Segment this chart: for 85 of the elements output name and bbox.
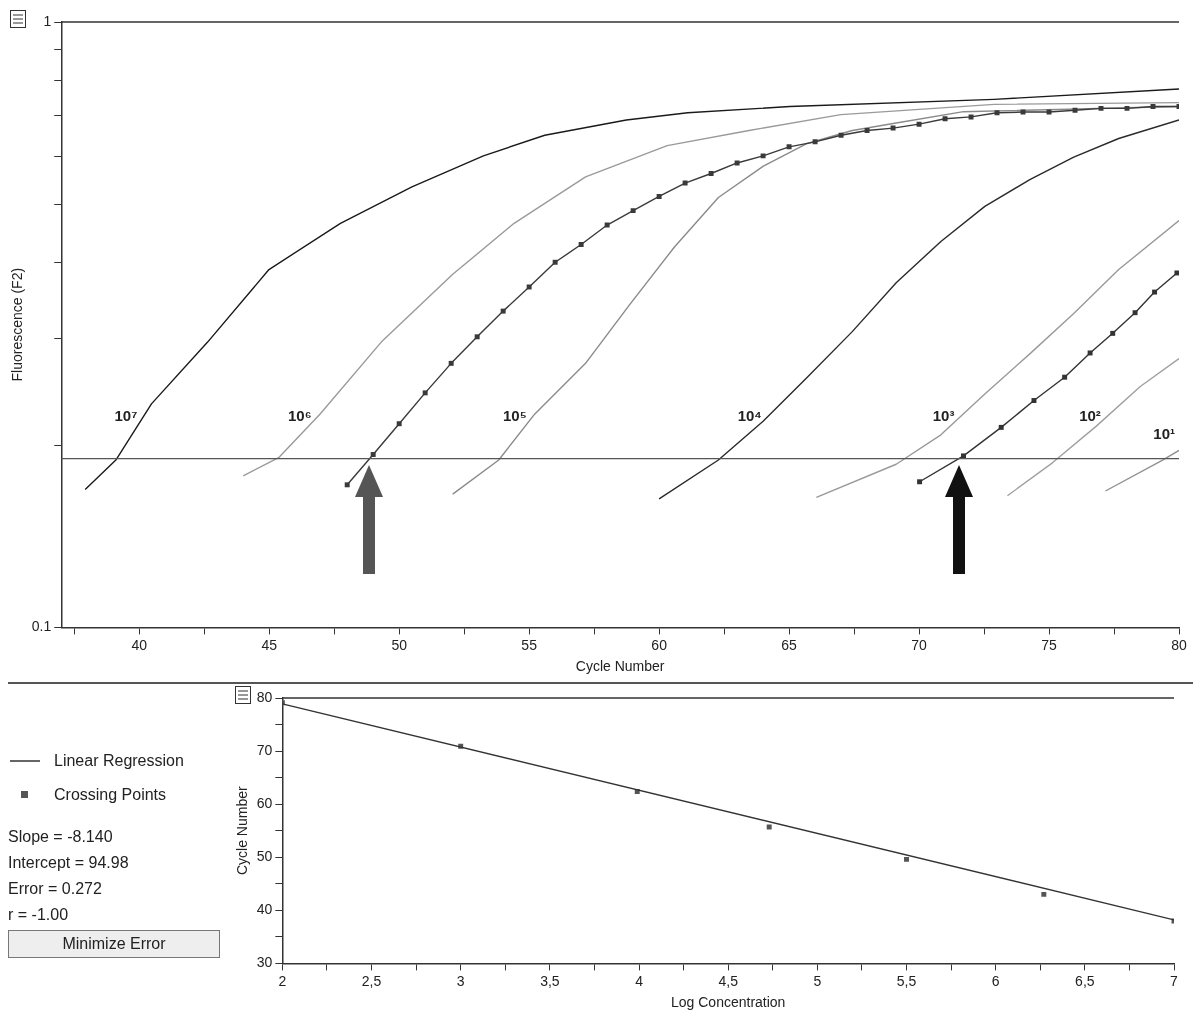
series-label: 10¹ bbox=[1153, 424, 1175, 442]
point bbox=[448, 360, 454, 366]
x-tick-label: 3,5 bbox=[540, 972, 560, 989]
point bbox=[422, 390, 428, 396]
text: Intercept = 94.98 bbox=[8, 853, 130, 873]
point bbox=[734, 160, 740, 166]
point bbox=[682, 180, 688, 186]
legend-label: Linear Regression bbox=[54, 752, 184, 770]
text: Minimize Error bbox=[8, 930, 220, 958]
x-tick-label: 4,5 bbox=[718, 972, 739, 989]
point bbox=[474, 334, 480, 340]
y-tick-label: 70 bbox=[256, 741, 273, 758]
x-tick-label: 80 bbox=[1171, 636, 1187, 653]
y-tick-label: 80 bbox=[256, 688, 273, 705]
point bbox=[708, 171, 714, 176]
point bbox=[344, 482, 350, 488]
point bbox=[1110, 330, 1116, 336]
point bbox=[1087, 350, 1093, 356]
point bbox=[998, 424, 1004, 430]
series-label: 10⁵ bbox=[502, 406, 527, 424]
x-tick-label: 75 bbox=[1041, 636, 1058, 653]
point bbox=[552, 259, 558, 265]
point bbox=[994, 110, 1000, 116]
point bbox=[1062, 374, 1068, 380]
point bbox=[1132, 310, 1138, 316]
x-tick-label: 70 bbox=[911, 636, 928, 653]
point bbox=[370, 452, 376, 457]
x-tick-label: 3 bbox=[456, 972, 465, 989]
series-label: 10³ bbox=[932, 406, 955, 424]
series-label: 10² bbox=[1079, 406, 1101, 424]
point bbox=[1152, 289, 1158, 295]
x-tick-label: 55 bbox=[521, 636, 538, 653]
x-tick-label: 2,5 bbox=[361, 972, 382, 989]
point bbox=[942, 116, 948, 122]
x-tick-label: 5 bbox=[813, 972, 822, 989]
y-tick-label: 30 bbox=[256, 954, 273, 971]
point bbox=[786, 144, 792, 150]
text: Error = 0.272 bbox=[8, 879, 103, 899]
point bbox=[396, 421, 402, 427]
series-label: 10⁶ bbox=[287, 406, 312, 424]
point bbox=[890, 125, 896, 131]
x-tick-label: 5,5 bbox=[896, 972, 917, 989]
x-axis-title: Log Concentration bbox=[670, 994, 786, 1011]
text: r = -1.00 bbox=[8, 905, 70, 925]
x-tick-label: 60 bbox=[651, 636, 668, 653]
point bbox=[1174, 270, 1179, 276]
x-tick-label: 45 bbox=[261, 636, 278, 653]
x-tick-label: 6,5 bbox=[1075, 972, 1095, 989]
y-tick-label: 50 bbox=[256, 848, 273, 865]
point bbox=[578, 242, 584, 247]
point bbox=[812, 139, 818, 145]
point bbox=[656, 194, 662, 199]
point bbox=[904, 856, 909, 862]
y-axis-title: Fluorescence (F2) bbox=[9, 267, 26, 382]
point bbox=[1031, 398, 1037, 403]
y-tick-label: 0.1 bbox=[31, 618, 52, 635]
legend-label: Crossing Points bbox=[54, 786, 167, 804]
text: Slope = -8.140 bbox=[8, 827, 114, 847]
point bbox=[1041, 891, 1047, 897]
y-axis-title: Cycle Number bbox=[234, 786, 251, 876]
x-axis-title: Cycle Number bbox=[575, 658, 665, 675]
point bbox=[968, 114, 974, 120]
y-tick-label: 1 bbox=[43, 12, 52, 29]
x-tick-label: 4 bbox=[635, 972, 644, 989]
point bbox=[630, 208, 636, 214]
x-tick-label: 2 bbox=[278, 972, 287, 989]
x-tick-label: 7 bbox=[1170, 972, 1179, 989]
point bbox=[916, 121, 922, 127]
point bbox=[838, 132, 844, 138]
x-tick-label: 65 bbox=[781, 636, 798, 653]
point bbox=[961, 453, 966, 459]
point bbox=[917, 479, 923, 485]
x-tick-label: 6 bbox=[991, 972, 1000, 989]
x-tick-label: 50 bbox=[391, 636, 408, 653]
point bbox=[760, 153, 766, 159]
series-label: 10⁷ bbox=[114, 406, 138, 424]
x-tick-label: 40 bbox=[131, 636, 148, 653]
y-tick-label: 60 bbox=[256, 795, 273, 812]
point bbox=[1020, 109, 1026, 115]
series-label: 10⁴ bbox=[737, 406, 762, 424]
point bbox=[500, 308, 506, 314]
point bbox=[604, 222, 610, 228]
point bbox=[1046, 109, 1052, 115]
y-tick-label: 40 bbox=[256, 901, 273, 918]
point bbox=[864, 127, 870, 133]
